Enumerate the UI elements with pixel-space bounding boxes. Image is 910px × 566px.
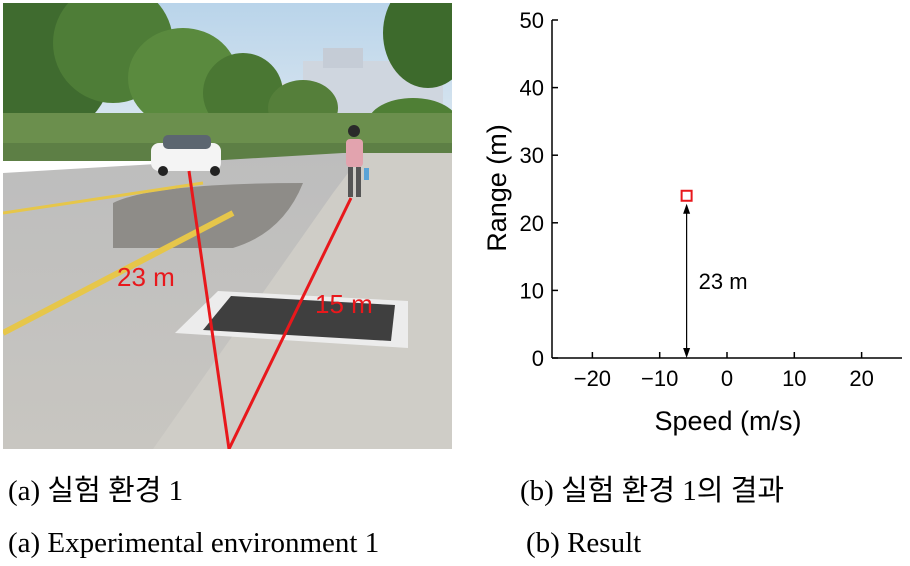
lane-line bbox=[3, 181, 204, 215]
y-tick-label: 0 bbox=[532, 346, 544, 371]
caption-a-korean: (a) 실험 환경 1 bbox=[8, 475, 184, 507]
x-tick-label: −10 bbox=[641, 366, 678, 391]
x-axis-label: Speed (m/s) bbox=[654, 406, 801, 436]
lane-line bbox=[3, 210, 235, 336]
distance-line-pedestrian bbox=[227, 197, 353, 449]
caption-b-korean: (b) 실험 환경 1의 결과 bbox=[520, 475, 785, 507]
experiment-photo: 23 m 15 m bbox=[3, 3, 452, 449]
x-tick-label: −20 bbox=[574, 366, 611, 391]
pedestrian bbox=[346, 125, 369, 197]
data-point bbox=[680, 189, 693, 202]
car-distance-label: 23 m bbox=[117, 262, 175, 292]
y-axis-label: Range (m) bbox=[482, 124, 512, 252]
y-tick-label: 30 bbox=[520, 143, 544, 168]
distance-line-car bbox=[187, 170, 231, 449]
range-speed-chart: 0 10 20 30 40 50 −20 −10 0 10 20 23 m Speed (m/s) R… bbox=[482, 8, 902, 436]
x-tick-label: 20 bbox=[849, 366, 873, 391]
y-tick-label: 40 bbox=[520, 76, 544, 101]
car bbox=[151, 135, 221, 176]
y-tick-label: 50 bbox=[520, 8, 544, 33]
caption-b-english: (b) Result bbox=[526, 527, 642, 559]
pedestrian-distance-label: 15 m bbox=[315, 289, 373, 319]
annotation-label: 23 m bbox=[699, 269, 748, 294]
annotation-arrow-head-bottom bbox=[683, 348, 691, 358]
road-patch bbox=[113, 183, 303, 248]
caption-a-english: (a) Experimental environment 1 bbox=[8, 527, 380, 559]
trees bbox=[3, 3, 452, 155]
annotation-arrow-head-top bbox=[683, 203, 691, 214]
x-tick-label: 10 bbox=[782, 366, 806, 391]
y-tick-label: 20 bbox=[520, 211, 544, 236]
y-tick-label: 10 bbox=[520, 278, 544, 303]
x-tick-label: 0 bbox=[721, 366, 733, 391]
